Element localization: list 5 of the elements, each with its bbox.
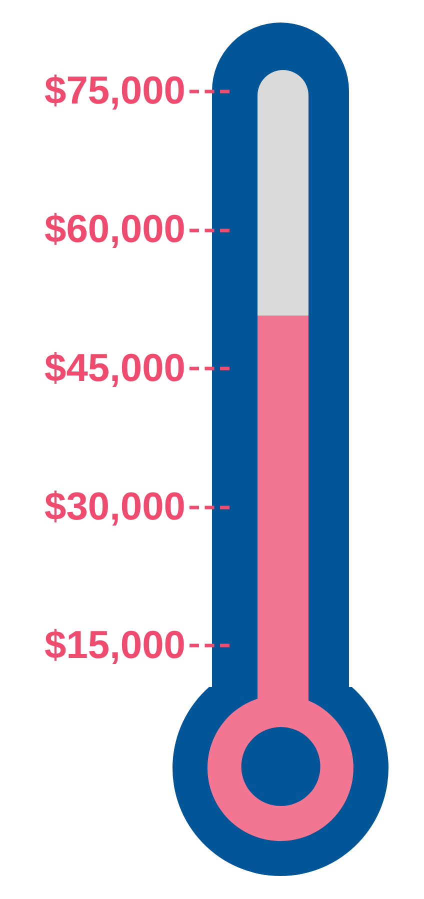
y-tick-label: $75,000 bbox=[44, 70, 186, 113]
y-tick-label: $15,000 bbox=[44, 624, 186, 667]
y-tick-label: $45,000 bbox=[44, 346, 186, 390]
y-tick-label: $30,000 bbox=[44, 485, 186, 528]
y-tick-label: $60,000 bbox=[44, 208, 186, 252]
